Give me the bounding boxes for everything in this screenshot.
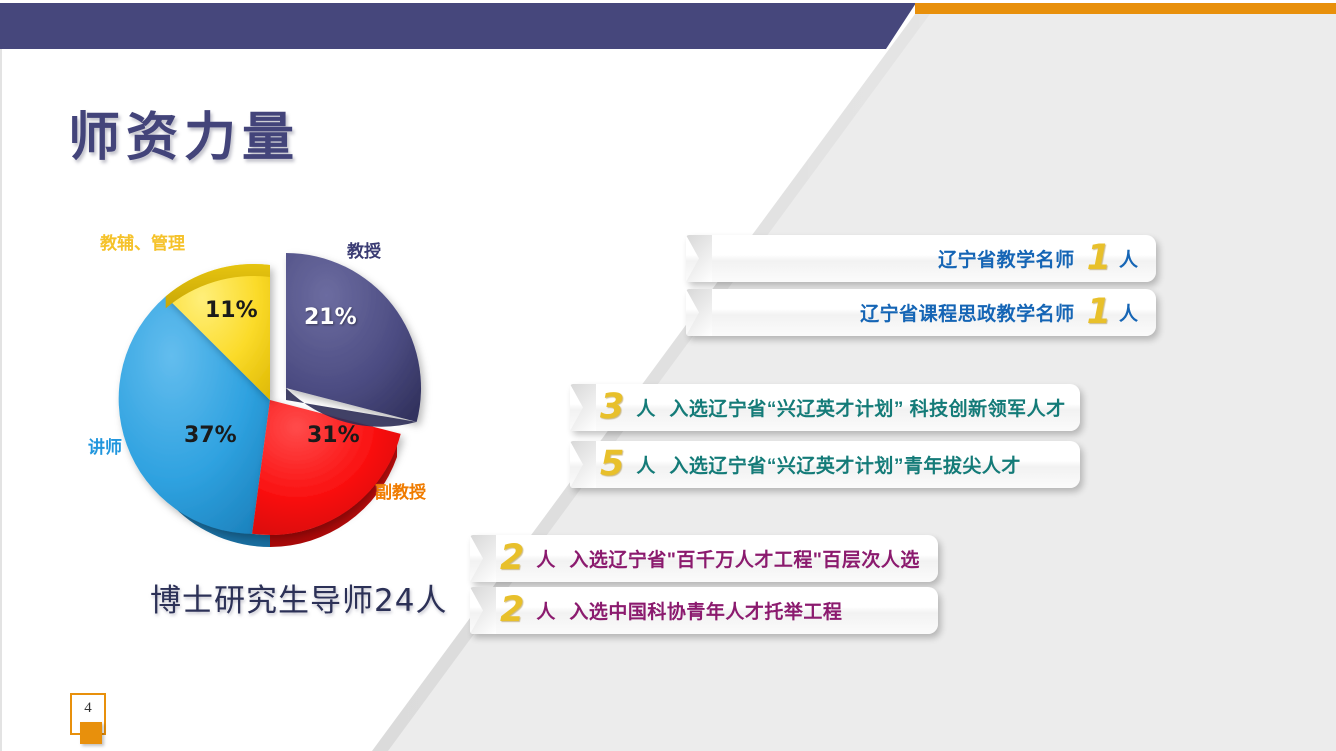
ribbon-number-4: 2 [500,538,525,578]
ribbon-item-4[interactable]: 2 人 入选辽宁省"百千万人才工程"百层次人选 [470,535,938,582]
pie-percent-associate-professor: 31% [307,423,360,448]
slide-left-edge [0,49,2,751]
ribbon-text-2: 入选辽宁省“兴辽英才计划” 科技创新领军人才 [669,399,1066,420]
ribbon-number-2: 3 [600,387,625,427]
pie-edge-professor [286,388,417,427]
pie-percent-admin: 11% [205,298,258,323]
pie-label-admin: 教辅、管理 [100,234,185,253]
page-number-orange-square [80,722,102,744]
header-navy-banner [0,3,916,49]
header-orange-accent-bar [915,3,1336,14]
ribbon-unit-3: 人 [636,456,656,477]
pie-slice-lecturer [118,296,270,534]
pie-edge-associate [270,445,397,547]
pie-label-professor: 教授 [347,242,381,261]
ribbon-text-0: 辽宁省教学名师 [938,250,1075,271]
pie-slice-professor-group [286,253,422,427]
pie-slice-admin [165,263,270,400]
page-number-text: 4 [84,700,92,716]
pie-svg [118,253,422,547]
page-title: 师资力量 [68,108,301,168]
ribbon-unit-1: 人 [1118,304,1138,325]
ribbon-unit-0: 人 [1118,250,1138,271]
ribbon-number-5: 2 [500,590,525,630]
ribbon-text-5: 入选中国科协青年人才托举工程 [569,602,843,623]
ribbon-item-1[interactable]: 辽宁省课程思政教学名师 1 人 [686,289,1156,336]
pie-slice-professor [286,253,422,422]
pie-label-associate-professor: 副教授 [375,483,426,502]
ribbon-number-1: 1 [1086,292,1111,332]
ribbon-item-3[interactable]: 5 人 入选辽宁省“兴辽英才计划”青年拔尖人才 [570,441,1080,488]
pie-percent-lecturer: 37% [184,423,237,448]
ribbon-item-2[interactable]: 3 人 入选辽宁省“兴辽英才计划” 科技创新领军人才 [570,384,1080,431]
ribbon-text-1: 辽宁省课程思政教学名师 [860,304,1075,325]
pie-edge-admin [165,263,270,309]
ribbon-text-4: 入选辽宁省"百千万人才工程"百层次人选 [569,550,920,571]
ribbon-unit-4: 人 [536,550,556,571]
ribbon-item-5[interactable]: 2 人 入选中国科协青年人才托举工程 [470,587,938,634]
faculty-pie-chart: 教授 副教授 讲师 教辅、管理 21% 31% 37% 11% [70,215,490,555]
ribbon-unit-2: 人 [636,399,656,420]
pie-slice-associate-professor [252,400,401,535]
ribbon-number-3: 5 [600,444,625,484]
ribbon-item-0[interactable]: 辽宁省教学名师 1 人 [686,235,1156,282]
ribbon-text-3: 入选辽宁省“兴辽英才计划”青年拔尖人才 [669,456,1021,477]
pie-percent-professor: 21% [304,305,357,330]
phd-supervisor-note: 博士研究生导师24人 [150,583,448,619]
pie-label-lecturer: 讲师 [88,438,122,457]
ribbon-number-0: 1 [1086,238,1111,278]
ribbon-unit-5: 人 [536,602,556,623]
